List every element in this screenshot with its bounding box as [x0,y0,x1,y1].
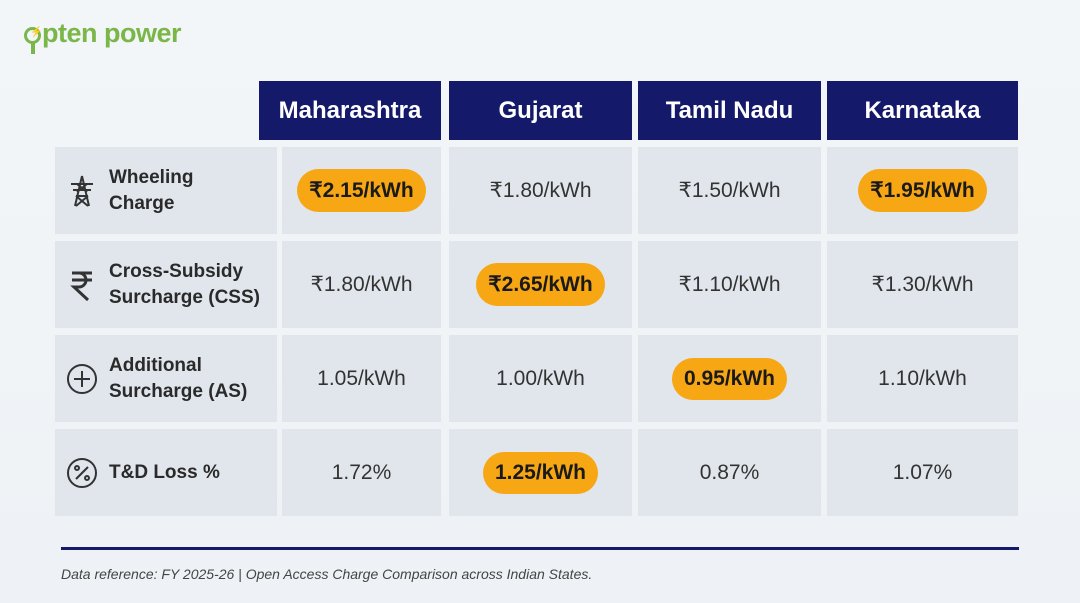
value-cell: ₹1.80/kWh [282,241,441,328]
highlighted-value: 0.95/kWh [671,357,788,400]
row-label-text: Additional [109,354,202,376]
value-cell: 1.25/kWh [449,429,632,516]
value-cell: 1.05/kWh [282,335,441,422]
highlighted-value: ₹2.15/kWh [297,169,426,212]
column-header: Gujarat [449,81,632,140]
value: 0.87% [699,460,760,484]
plus-circle-icon [65,362,109,396]
value: 1.07% [892,460,953,484]
row-label-text: Surcharge (AS) [109,380,248,402]
value: ₹1.50/kWh [678,179,781,202]
percent-circle-icon [65,456,109,490]
value: ₹1.30/kWh [871,273,974,296]
value: ₹1.80/kWh [489,179,592,202]
brand-logo: ⚡ pten power [24,18,182,54]
value-cell: 1.10/kWh [827,335,1018,422]
value-cell: 0.87% [638,429,821,516]
footer-divider [61,547,1019,550]
value: ₹1.10/kWh [678,273,781,296]
value: ₹1.80/kWh [310,273,413,296]
value: 1.05/kWh [317,366,406,390]
value-cell: ₹2.15/kWh [282,147,441,234]
value-cell: 1.72% [282,429,441,516]
value-cell: 1.00/kWh [449,335,632,422]
column-header: Maharashtra [259,81,441,140]
row-label-text: T&D Loss % [109,461,220,483]
row-label: Additional Surcharge (AS) [55,335,277,422]
value: 1.00/kWh [496,366,585,390]
highlighted-value: ₹2.65/kWh [476,263,605,306]
row-label: Wheeling Charge [55,147,277,234]
value-cell: ₹1.50/kWh [638,147,821,234]
highlighted-value: 1.25/kWh [482,451,599,494]
value: 1.10/kWh [878,366,967,390]
footer-note: Data reference: FY 2025-26 | Open Access… [61,566,593,582]
column-header: Karnataka [827,81,1018,140]
transmission-tower-icon [65,174,109,208]
row-label-text: Wheeling [109,166,194,188]
value-cell: 1.07% [827,429,1018,516]
value-cell: ₹1.10/kWh [638,241,821,328]
highlighted-value: ₹1.95/kWh [858,169,987,212]
value-cell: ₹2.65/kWh [449,241,632,328]
row-label-text: Surcharge (CSS) [109,286,260,308]
column-header: Tamil Nadu [638,81,821,140]
row-label: Cross-Subsidy Surcharge (CSS) [55,241,277,328]
value-cell: 0.95/kWh [638,335,821,422]
value-cell: ₹1.30/kWh [827,241,1018,328]
value: 1.72% [331,460,392,484]
row-label-text: Cross-Subsidy [109,260,244,282]
row-label: T&D Loss % [55,429,277,516]
value-cell: ₹1.95/kWh [827,147,1018,234]
rupee-icon [65,268,109,302]
value-cell: ₹1.80/kWh [449,147,632,234]
row-label-text: Charge [109,192,175,214]
